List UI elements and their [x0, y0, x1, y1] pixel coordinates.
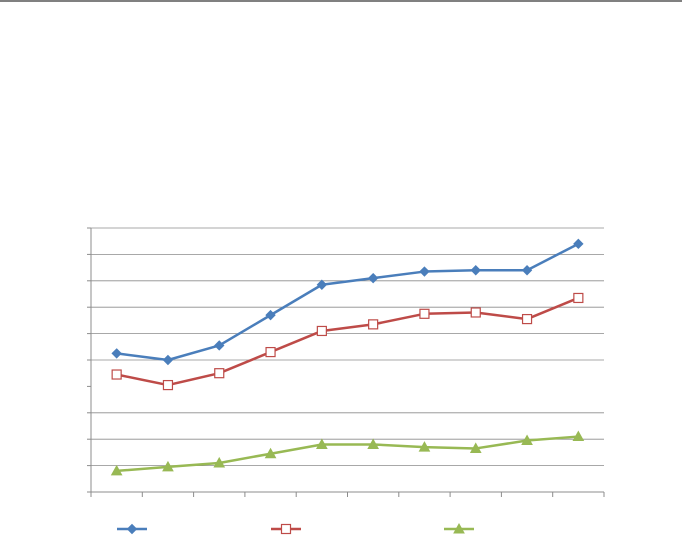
data-point-square — [162, 379, 174, 391]
data-point-diamond — [265, 309, 276, 321]
data-point-triangle — [110, 464, 123, 476]
data-point-square — [265, 346, 276, 358]
series-2 — [111, 292, 584, 391]
data-point-square — [316, 325, 327, 337]
data-point-diamond — [367, 272, 379, 284]
data-point-diamond — [419, 266, 430, 277]
data-point-triangle — [264, 447, 277, 459]
series-1 — [111, 238, 584, 366]
legend-entry-1 — [117, 523, 147, 535]
data-point-diamond — [214, 340, 225, 351]
legend-entry-3 — [444, 522, 474, 534]
data-point-triangle — [316, 438, 328, 449]
axes — [87, 227, 605, 497]
series-line — [116, 435, 579, 473]
data-point-diamond — [126, 523, 138, 535]
legend-entry-2 — [271, 523, 301, 535]
data-point-triangle — [572, 430, 585, 442]
data-point-square — [368, 319, 379, 330]
series-3 — [110, 430, 585, 476]
data-point-diamond — [470, 265, 481, 276]
data-point-diamond — [316, 279, 328, 290]
data-point-diamond — [521, 265, 533, 276]
data-point-triangle — [453, 522, 465, 534]
data-point-square — [573, 292, 584, 304]
data-point-square — [470, 307, 481, 318]
data-point-square — [521, 313, 533, 325]
gridlines — [91, 227, 604, 467]
series-line — [116, 242, 579, 362]
series-line — [116, 296, 579, 387]
data-point-square — [111, 369, 122, 380]
data-point-triangle — [162, 460, 174, 472]
data-point-triangle — [213, 456, 226, 468]
data-point-triangle — [418, 441, 431, 452]
data-point-diamond — [162, 354, 174, 366]
data-point-square — [280, 523, 292, 535]
legend — [117, 522, 474, 535]
series-lines — [110, 238, 585, 476]
data-point-diamond — [111, 348, 122, 359]
data-point-square — [214, 368, 225, 379]
data-point-square — [419, 308, 430, 319]
data-point-triangle — [367, 438, 379, 449]
data-point-triangle — [469, 442, 482, 453]
data-point-diamond — [573, 238, 584, 250]
data-point-triangle — [521, 434, 533, 446]
